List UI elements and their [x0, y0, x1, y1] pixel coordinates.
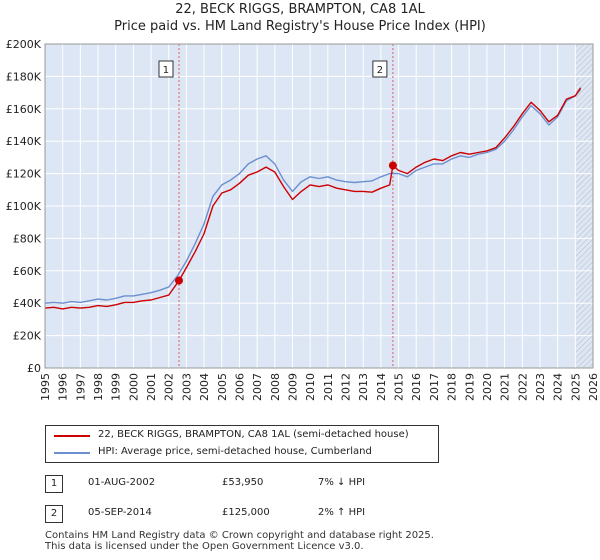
transaction-number: 2: [45, 505, 63, 523]
price-paid-line: [44, 87, 582, 310]
annotation-label: 2: [377, 65, 383, 76]
y-tick-label: £140K: [6, 135, 42, 148]
x-tick-label: 2006: [233, 373, 246, 401]
plot-border: [44, 43, 594, 369]
x-tick-label: 2023: [534, 373, 547, 401]
x-tick-label: 2018: [446, 373, 459, 401]
x-tick-label: 2009: [286, 373, 299, 401]
footer-licence: This data is licensed under the Open Gov…: [45, 541, 364, 552]
legend-item-hpi: HPI: Average price, semi-detached house,…: [46, 445, 436, 461]
transaction-row: 1 01-AUG-2002 £53,950 7% ↓ HPI: [0, 475, 600, 495]
x-tick-label: 2019: [463, 373, 476, 401]
transaction-number: 1: [45, 475, 63, 493]
x-tick-label: 2007: [251, 373, 264, 401]
x-tick-label: 2010: [304, 373, 317, 401]
annotation-label: 1: [163, 65, 169, 76]
transaction-price: £125,000: [222, 507, 270, 518]
x-tick-label: 1998: [92, 373, 105, 401]
x-tick-label: 1995: [39, 373, 52, 401]
x-tick-label: 2008: [269, 373, 282, 401]
y-tick-label: £180K: [6, 70, 42, 83]
x-tick-label: 2026: [587, 373, 600, 401]
x-tick-label: 2011: [322, 373, 335, 401]
x-tick-label: 1999: [110, 373, 123, 401]
y-tick-label: £0: [27, 362, 41, 375]
y-tick-label: £120K: [6, 168, 42, 181]
legend-label-property: 22, BECK RIGGS, BRAMPTON, CA8 1AL (semi-…: [98, 429, 409, 440]
x-tick-label: 2017: [428, 373, 441, 401]
legend-swatch-property: [54, 435, 90, 437]
y-tick-label: £80K: [13, 232, 42, 245]
x-tick-label: 2003: [180, 373, 193, 401]
y-tick-label: £100K: [6, 200, 42, 213]
legend-label-hpi: HPI: Average price, semi-detached house,…: [98, 446, 372, 457]
annotation-box: [158, 60, 174, 78]
x-tick-label: 2013: [357, 373, 370, 401]
x-tick-label: 2022: [516, 373, 529, 401]
transaction-hpi-diff: 2% ↑ HPI: [318, 507, 366, 518]
sale-marker: [388, 161, 397, 170]
x-tick-label: 1997: [74, 373, 87, 401]
x-tick-label: 2000: [127, 373, 140, 401]
sale-marker: [174, 276, 183, 285]
x-tick-label: 2020: [481, 373, 494, 401]
y-tick-label: £160K: [6, 103, 42, 116]
transaction-price: £53,950: [222, 477, 264, 488]
x-tick-label: 2025: [569, 373, 582, 401]
x-tick-label: 2004: [198, 373, 211, 401]
footer-copyright: Contains HM Land Registry data © Crown c…: [45, 530, 434, 541]
transaction-date: 01-AUG-2002: [88, 477, 156, 488]
price-chart: 1 2 £0 £20K £40K £60K £80K £100K £120K £140K £160…: [6, 38, 600, 401]
transaction-row: 2 05-SEP-2014 £125,000 2% ↑ HPI: [0, 505, 600, 525]
legend-swatch-hpi: [54, 452, 90, 454]
y-tick-label: £200K: [6, 38, 42, 51]
transaction-date: 05-SEP-2014: [88, 507, 152, 518]
chart-title-line-1: 22, BECK RIGGS, BRAMPTON, CA8 1AL: [175, 2, 425, 17]
y-tick-label: £60K: [13, 265, 42, 278]
footer: Contains HM Land Registry data © Crown c…: [45, 530, 434, 552]
x-tick-label: 2021: [499, 373, 512, 401]
x-tick-label: 2024: [552, 373, 565, 401]
x-tick-label: 2014: [375, 373, 388, 401]
transaction-hpi-diff: 7% ↓ HPI: [318, 477, 366, 488]
y-tick-label: £40K: [13, 297, 42, 310]
x-tick-label: 2001: [145, 373, 158, 401]
legend-item-property: 22, BECK RIGGS, BRAMPTON, CA8 1AL (semi-…: [46, 428, 436, 444]
x-tick-label: 2005: [216, 373, 229, 401]
x-tick-label: 2012: [340, 373, 353, 401]
chart-title-line-2: Price paid vs. HM Land Registry's House …: [114, 19, 486, 34]
x-tick-label: 1996: [57, 373, 70, 401]
hpi-line: [44, 88, 582, 304]
y-tick-label: £20K: [13, 330, 42, 343]
annotation-box: [372, 60, 388, 78]
x-tick-label: 2002: [163, 373, 176, 401]
x-tick-label: 2015: [393, 373, 406, 401]
legend: 22, BECK RIGGS, BRAMPTON, CA8 1AL (semi-…: [45, 425, 439, 463]
x-tick-label: 2016: [410, 373, 423, 401]
